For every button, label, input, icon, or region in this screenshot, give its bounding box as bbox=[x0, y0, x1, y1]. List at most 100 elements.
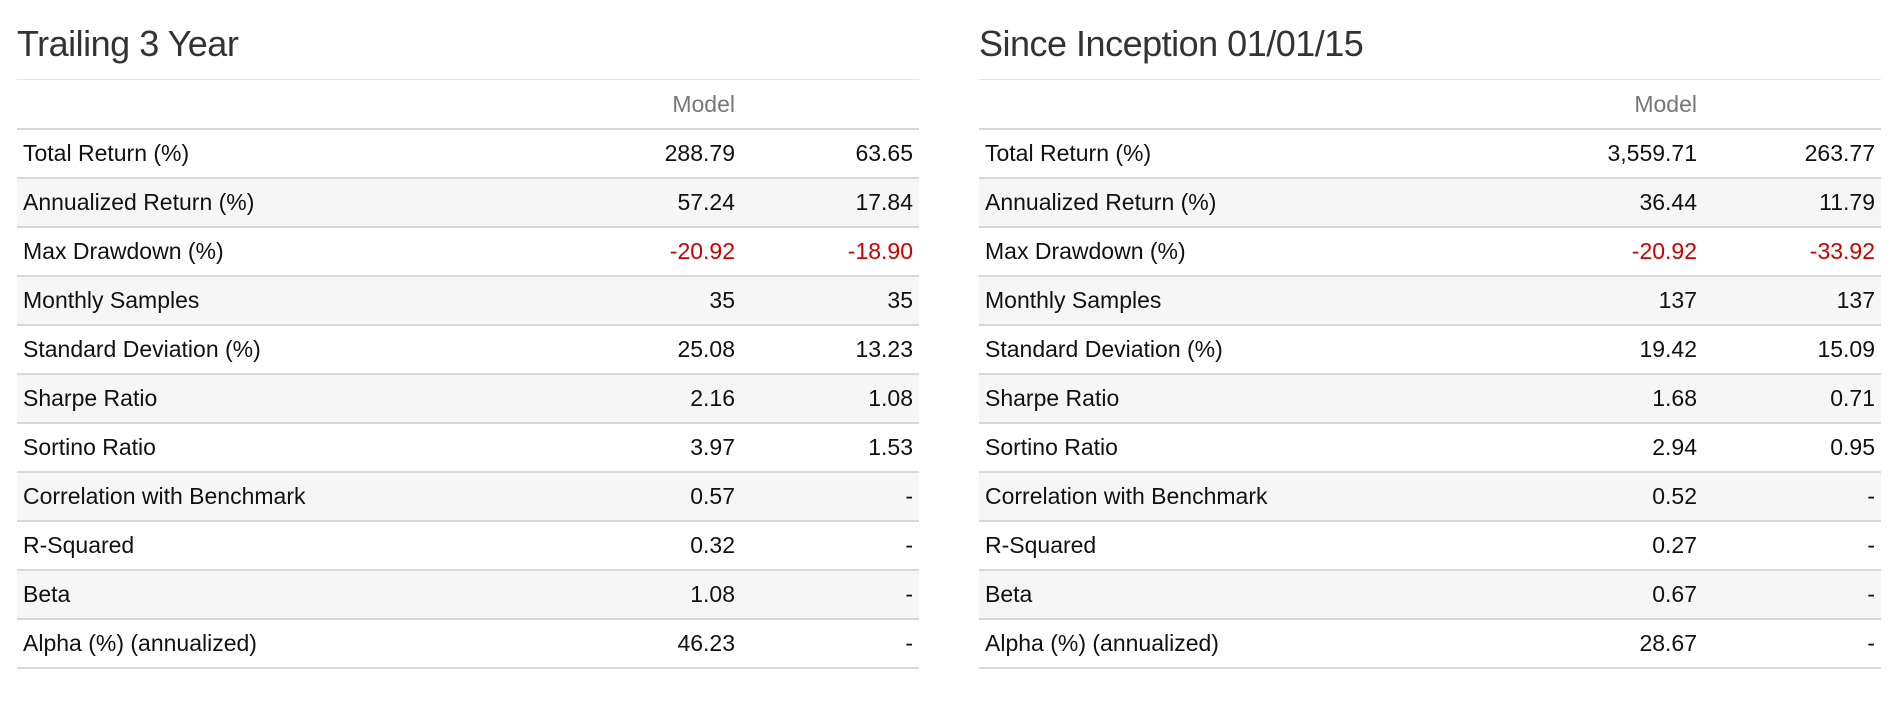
benchmark-value: - bbox=[1703, 472, 1881, 522]
row-label: Sortino Ratio bbox=[979, 423, 1537, 473]
model-value: 1.68 bbox=[1537, 374, 1703, 424]
row-label: Alpha (%) (annualized) bbox=[979, 619, 1537, 669]
benchmark-value: 17.84 bbox=[741, 178, 919, 228]
table-row: Sharpe Ratio 2.16 1.08 bbox=[17, 374, 919, 424]
benchmark-value: - bbox=[1703, 570, 1881, 620]
stats-table-body: Total Return (%) 288.79 63.65 Annualized Re… bbox=[17, 129, 919, 669]
table-row: Sortino Ratio 3.97 1.53 bbox=[17, 423, 919, 473]
row-label: Standard Deviation (%) bbox=[17, 325, 575, 375]
model-value: 25.08 bbox=[575, 325, 741, 375]
benchmark-value: 11.79 bbox=[1703, 178, 1881, 228]
model-value: 36.44 bbox=[1537, 178, 1703, 228]
benchmark-value: 1.53 bbox=[741, 423, 919, 473]
model-value: -20.92 bbox=[575, 227, 741, 277]
table-row: Beta 0.67- bbox=[979, 570, 1881, 620]
row-label: Total Return (%) bbox=[979, 129, 1537, 179]
benchmark-value: 263.77 bbox=[1703, 129, 1881, 179]
benchmark-value: 0.95 bbox=[1703, 423, 1881, 473]
benchmark-value: 1.08 bbox=[741, 374, 919, 424]
model-value: 137 bbox=[1537, 276, 1703, 326]
table-row: Beta 1.08- bbox=[17, 570, 919, 620]
model-value: 35 bbox=[575, 276, 741, 326]
column-header-label bbox=[17, 80, 575, 130]
table-header-row: Model bbox=[17, 80, 919, 130]
benchmark-value: - bbox=[741, 570, 919, 620]
table-row: Max Drawdown (%) -20.92 -18.90 bbox=[17, 227, 919, 277]
model-value: 19.42 bbox=[1537, 325, 1703, 375]
row-label: Beta bbox=[979, 570, 1537, 620]
benchmark-value: 15.09 bbox=[1703, 325, 1881, 375]
since-inception-panel: Since Inception 01/01/15 Model Total Ret… bbox=[979, 0, 1881, 669]
row-label: Standard Deviation (%) bbox=[979, 325, 1537, 375]
stats-table: Model Total Return (%) 288.79 63.65 Annuali… bbox=[17, 80, 919, 669]
table-row: Sortino Ratio 2.94 0.95 bbox=[979, 423, 1881, 473]
table-row: Monthly Samples 35 35 bbox=[17, 276, 919, 326]
benchmark-value: - bbox=[741, 521, 919, 571]
table-row: Standard Deviation (%) 19.42 15.09 bbox=[979, 325, 1881, 375]
benchmark-value: -18.90 bbox=[741, 227, 919, 277]
model-value: 288.79 bbox=[575, 129, 741, 179]
column-header-model: Model bbox=[1537, 80, 1703, 130]
model-value: 0.67 bbox=[1537, 570, 1703, 620]
model-value: 3,559.71 bbox=[1537, 129, 1703, 179]
column-header-label bbox=[979, 80, 1537, 130]
table-row: R-Squared 0.32- bbox=[17, 521, 919, 571]
row-label: R-Squared bbox=[17, 521, 575, 571]
table-row: Alpha (%) (annualized) 28.67- bbox=[979, 619, 1881, 669]
benchmark-value: - bbox=[1703, 619, 1881, 669]
model-value: -20.92 bbox=[1537, 227, 1703, 277]
table-row: Total Return (%) 288.79 63.65 bbox=[17, 129, 919, 179]
row-label: Correlation with Benchmark bbox=[979, 472, 1537, 522]
model-value: 28.67 bbox=[1537, 619, 1703, 669]
table-row: Sharpe Ratio 1.68 0.71 bbox=[979, 374, 1881, 424]
row-label: R-Squared bbox=[979, 521, 1537, 571]
table-row: Alpha (%) (annualized) 46.23- bbox=[17, 619, 919, 669]
benchmark-value: - bbox=[741, 472, 919, 522]
table-row: Annualized Return (%) 36.44 11.79 bbox=[979, 178, 1881, 228]
column-header-benchmark bbox=[741, 80, 919, 130]
benchmark-value: 137 bbox=[1703, 276, 1881, 326]
row-label: Beta bbox=[17, 570, 575, 620]
table-row: Monthly Samples 137 137 bbox=[979, 276, 1881, 326]
table-header-row: Model bbox=[979, 80, 1881, 130]
model-value: 0.57 bbox=[575, 472, 741, 522]
model-value: 0.52 bbox=[1537, 472, 1703, 522]
table-row: Standard Deviation (%) 25.08 13.23 bbox=[17, 325, 919, 375]
column-header-model: Model bbox=[575, 80, 741, 130]
table-row: Annualized Return (%) 57.24 17.84 bbox=[17, 178, 919, 228]
model-value: 1.08 bbox=[575, 570, 741, 620]
benchmark-value: 35 bbox=[741, 276, 919, 326]
model-value: 2.16 bbox=[575, 374, 741, 424]
model-value: 3.97 bbox=[575, 423, 741, 473]
model-value: 0.32 bbox=[575, 521, 741, 571]
benchmark-value: 13.23 bbox=[741, 325, 919, 375]
row-label: Sortino Ratio bbox=[17, 423, 575, 473]
benchmark-value: - bbox=[1703, 521, 1881, 571]
model-value: 0.27 bbox=[1537, 521, 1703, 571]
table-row: Correlation with Benchmark 0.52- bbox=[979, 472, 1881, 522]
column-header-benchmark bbox=[1703, 80, 1881, 130]
row-label: Annualized Return (%) bbox=[17, 178, 575, 228]
benchmark-value: 0.71 bbox=[1703, 374, 1881, 424]
row-label: Monthly Samples bbox=[979, 276, 1537, 326]
benchmark-value: - bbox=[741, 619, 919, 669]
table-row: Total Return (%) 3,559.71 263.77 bbox=[979, 129, 1881, 179]
table-row: Correlation with Benchmark 0.57- bbox=[17, 472, 919, 522]
model-value: 57.24 bbox=[575, 178, 741, 228]
stats-table: Model Total Return (%) 3,559.71 263.77 Annu… bbox=[979, 80, 1881, 669]
panel-title: Trailing 3 Year bbox=[17, 0, 919, 80]
table-row: Max Drawdown (%) -20.92 -33.92 bbox=[979, 227, 1881, 277]
row-label: Sharpe Ratio bbox=[17, 374, 575, 424]
model-value: 46.23 bbox=[575, 619, 741, 669]
model-value: 2.94 bbox=[1537, 423, 1703, 473]
row-label: Annualized Return (%) bbox=[979, 178, 1537, 228]
row-label: Max Drawdown (%) bbox=[17, 227, 575, 277]
trailing-3-year-panel: Trailing 3 Year Model Total Return (%) 28… bbox=[17, 0, 919, 669]
row-label: Monthly Samples bbox=[17, 276, 575, 326]
row-label: Correlation with Benchmark bbox=[17, 472, 575, 522]
stats-table-body: Total Return (%) 3,559.71 263.77 Annualized… bbox=[979, 129, 1881, 669]
benchmark-value: -33.92 bbox=[1703, 227, 1881, 277]
row-label: Total Return (%) bbox=[17, 129, 575, 179]
row-label: Max Drawdown (%) bbox=[979, 227, 1537, 277]
